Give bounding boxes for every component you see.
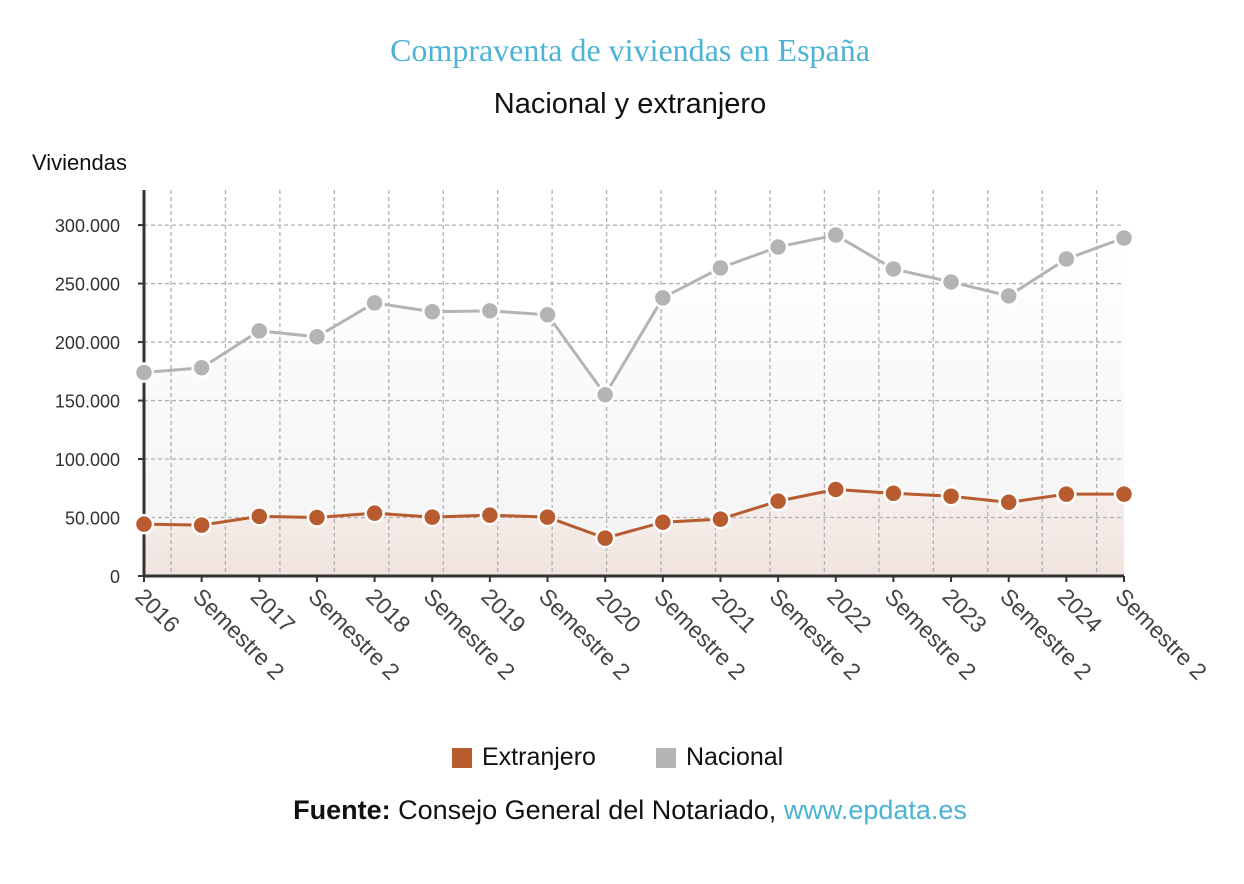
legend-label: Nacional — [685, 743, 784, 771]
y-axis-label: Viviendas — [32, 150, 127, 175]
y-tick-label: 0 — [110, 567, 120, 587]
data-point-nacional — [1113, 227, 1135, 249]
data-point-extranjero — [652, 511, 674, 533]
y-tick-label: 300.000 — [55, 216, 120, 236]
legend-swatch — [452, 747, 472, 768]
data-point-extranjero — [249, 506, 270, 527]
data-point-extranjero — [479, 504, 501, 526]
data-point-extranjero — [306, 507, 328, 528]
source-label: Fuente: — [293, 795, 391, 825]
legend-item-nacional[interactable]: Nacional — [655, 743, 784, 772]
data-point-nacional — [306, 326, 328, 348]
y-tick-label: 200.000 — [55, 333, 120, 353]
data-point-extranjero — [883, 483, 904, 504]
data-point-extranjero — [710, 508, 731, 530]
y-tick-label: 50.000 — [65, 509, 120, 529]
legend-label: Extranjero — [482, 743, 596, 771]
y-tick-label: 150.000 — [55, 392, 120, 412]
data-point-nacional — [537, 304, 558, 326]
data-point-extranjero — [1113, 483, 1135, 505]
legend: Extranjero Nacional — [452, 743, 783, 772]
chart-title: Compraventa de viviendas en España — [390, 32, 870, 68]
data-point-nacional — [249, 320, 270, 342]
data-point-nacional — [652, 287, 674, 309]
legend-swatch — [655, 747, 676, 768]
data-point-extranjero — [537, 506, 558, 528]
data-point-nacional — [191, 357, 212, 379]
data-point-extranjero — [133, 513, 155, 535]
data-point-extranjero — [364, 502, 385, 524]
x-tick-label: 2016 — [130, 583, 185, 638]
data-point-extranjero — [998, 492, 1019, 513]
data-point-nacional — [479, 300, 501, 322]
source-text: Consejo General del Notariado, — [390, 795, 784, 825]
data-point-nacional — [594, 384, 616, 405]
area-nacional — [144, 235, 1124, 577]
data-point-extranjero — [825, 479, 847, 500]
data-point-extranjero — [191, 514, 212, 536]
x-tick-label: Semestre 2 — [1110, 583, 1212, 685]
data-point-nacional — [998, 285, 1019, 307]
data-point-nacional — [710, 257, 731, 279]
data-point-extranjero — [940, 485, 962, 507]
data-point-nacional — [133, 362, 155, 383]
legend-item-extranjero[interactable]: Extranjero — [452, 743, 596, 772]
data-point-nacional — [940, 271, 962, 293]
chart-subtitle: Nacional y extranjero — [493, 88, 767, 120]
y-tick-label: 250.000 — [55, 275, 120, 295]
y-tick-label: 100.000 — [55, 450, 120, 470]
source-link[interactable]: www.epdata.es — [783, 795, 967, 825]
data-point-nacional — [421, 301, 443, 323]
data-point-nacional — [825, 224, 847, 246]
source-note: Fuente: Consejo General del Notariado, w… — [0, 795, 1244, 826]
data-point-nacional — [767, 236, 789, 258]
data-point-extranjero — [767, 490, 789, 512]
data-point-nacional — [883, 258, 904, 280]
data-point-extranjero — [421, 506, 443, 528]
data-point-nacional — [364, 292, 385, 314]
data-point-extranjero — [1056, 483, 1077, 505]
data-point-extranjero — [594, 527, 616, 549]
data-point-nacional — [1056, 248, 1077, 270]
